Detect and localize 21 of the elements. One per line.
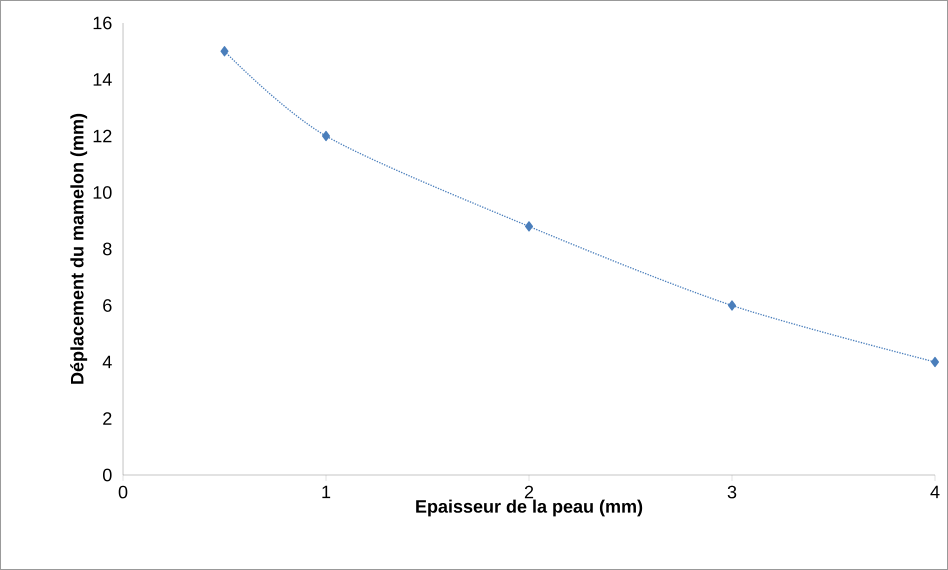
y-tick-label: 2 (103, 412, 112, 425)
x-axis-title: Epaisseur de la peau (mm) (416, 500, 642, 516)
y-tick-label: 16 (94, 16, 112, 30)
y-tick-label: 0 (103, 468, 112, 482)
y-tick-label: 14 (94, 73, 112, 86)
point (220, 46, 229, 56)
x-tick-label: 4 (930, 486, 940, 498)
point (728, 300, 736, 311)
x-tick-label: 0 (118, 486, 128, 498)
y-tick-label: 12 (94, 130, 112, 142)
point (930, 356, 940, 368)
point (322, 130, 330, 142)
x-tick-label: 2 (524, 486, 534, 498)
y-tick-label: 4 (102, 356, 112, 368)
x-tick-label: 3 (728, 486, 736, 498)
point (524, 221, 534, 232)
y-tick-label: 8 (103, 242, 112, 256)
x-tick-label: 1 (322, 486, 330, 498)
y-axis-title: Déplacement du mamelon (mm) (70, 114, 88, 384)
y-tick-label: 10 (94, 186, 112, 199)
y-tick-label: 6 (103, 299, 112, 312)
